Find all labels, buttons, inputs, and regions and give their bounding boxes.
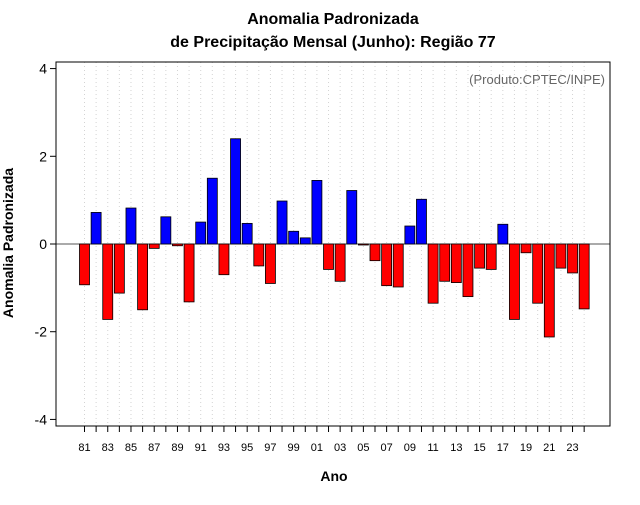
x-tick-label: 13 <box>450 442 462 454</box>
bar-15 <box>474 243 485 269</box>
x-tick-label: 89 <box>171 442 183 454</box>
plot-frame <box>55 61 611 427</box>
x-tick-label: 87 <box>148 442 160 454</box>
x-tick-label: 17 <box>497 442 509 454</box>
bar-82 <box>90 212 102 245</box>
bar-99 <box>288 230 300 245</box>
bar-95 <box>241 222 253 245</box>
bar-93 <box>218 243 230 276</box>
x-tick-label: 99 <box>288 442 300 454</box>
x-tick-label: 23 <box>566 442 578 454</box>
x-tick-label: 95 <box>241 442 253 454</box>
bar-92 <box>206 177 218 245</box>
bar-08 <box>392 243 404 288</box>
bar-06 <box>369 243 381 262</box>
bar-86 <box>137 243 149 311</box>
y-axis: -4 -2 0 2 4 <box>35 61 56 427</box>
bar-10 <box>416 198 427 245</box>
bars <box>79 138 590 338</box>
y-tick-label: -4 <box>35 411 48 427</box>
bar-02 <box>323 243 334 270</box>
x-tick-label: 81 <box>78 442 90 454</box>
bar-89 <box>172 243 183 247</box>
bar-19 <box>520 243 532 254</box>
x-axis-label: Ano <box>320 468 347 484</box>
y-axis-label: Anomalia Padronizada <box>0 168 16 318</box>
bar-97 <box>265 243 276 284</box>
x-tick-label: 19 <box>520 442 532 454</box>
bar-98 <box>276 200 288 245</box>
bar-23 <box>567 243 578 274</box>
x-tick-label: 83 <box>102 442 114 454</box>
bar-83 <box>102 243 114 320</box>
chart-title-line2: de Precipitação Mensal (Junho): Região 7… <box>170 34 496 51</box>
x-tick-label: 07 <box>380 442 392 454</box>
y-tick-label: 4 <box>39 61 47 77</box>
x-tick-label: 09 <box>404 442 416 454</box>
bar-85 <box>125 207 137 245</box>
x-axis: 81 83 85 87 89 91 93 95 97 99 01 03 05 07 09 11 13 15 17 19… <box>78 426 585 454</box>
y-tick-label: -2 <box>35 324 48 340</box>
chart-title-line1: Anomalia Padronizada <box>247 11 419 28</box>
bar-00 <box>299 237 311 245</box>
bar-12 <box>439 243 451 282</box>
bar-14 <box>462 243 474 298</box>
bar-88 <box>160 216 172 245</box>
bar-13 <box>450 243 462 283</box>
x-tick-label: 01 <box>311 442 323 454</box>
bar-87 <box>148 243 160 249</box>
grid-lines <box>84 62 585 426</box>
x-tick-label: 93 <box>218 442 230 454</box>
bar-05 <box>357 243 369 246</box>
x-tick-label: 21 <box>543 442 555 454</box>
bar-07 <box>381 243 393 287</box>
bar-96 <box>253 243 265 267</box>
bar-04 <box>346 190 358 245</box>
bar-94 <box>230 138 241 245</box>
bar-21 <box>543 243 555 338</box>
bar-90 <box>183 243 195 303</box>
x-tick-label: 05 <box>357 442 369 454</box>
bar-03 <box>334 243 346 282</box>
x-tick-label: 97 <box>264 442 276 454</box>
bar-01 <box>311 180 323 245</box>
credit-text: (Produto:CPTEC/INPE) <box>469 72 605 87</box>
x-tick-label: 11 <box>427 442 438 454</box>
bar-84 <box>113 243 125 294</box>
bar-18 <box>509 243 520 320</box>
bar-91 <box>195 221 207 245</box>
bar-11 <box>427 243 439 304</box>
bar-17 <box>497 223 509 245</box>
x-tick-label: 85 <box>125 442 137 454</box>
bar-24 <box>578 243 590 310</box>
bar-09 <box>404 225 416 245</box>
bar-22 <box>555 243 567 269</box>
y-tick-label: 0 <box>39 236 47 252</box>
x-tick-label: 91 <box>195 442 207 454</box>
bar-20 <box>532 243 544 304</box>
x-tick-label: 03 <box>334 442 346 454</box>
y-tick-label: 2 <box>39 148 47 164</box>
bar-81 <box>79 243 90 286</box>
x-tick-label: 15 <box>473 442 485 454</box>
bar-16 <box>485 243 497 270</box>
